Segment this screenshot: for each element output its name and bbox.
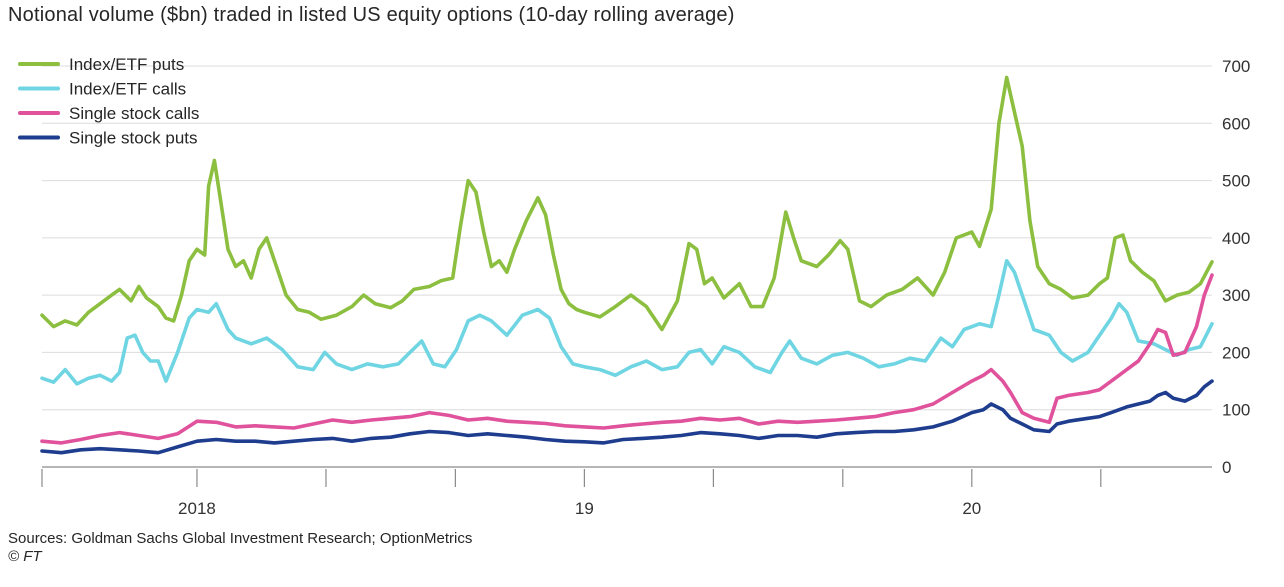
- series-line-single-stock-puts: [40, 379, 1214, 455]
- series-line-index-etf-puts: [40, 75, 1214, 332]
- y-tick-label: 400: [1222, 229, 1250, 248]
- x-tick-label: 19: [575, 499, 594, 518]
- y-tick-label: 600: [1222, 114, 1250, 133]
- y-tick-label: 0: [1222, 458, 1231, 477]
- source-note: Sources: Goldman Sachs Global Investment…: [8, 530, 473, 547]
- y-axis-tick-labels: 0 100 200 300 400 500 600 700: [1222, 57, 1250, 477]
- y-tick-label: 200: [1222, 343, 1250, 362]
- y-tick-label: 500: [1222, 172, 1250, 191]
- legend-label: Single stock calls: [69, 104, 199, 123]
- legend-label: Index/ETF calls: [69, 80, 186, 99]
- legend: Index/ETF puts Index/ETF calls Single stoc…: [18, 55, 199, 148]
- y-tick-label: 700: [1222, 57, 1250, 76]
- series-line-index-etf-calls: [40, 259, 1214, 386]
- chart-title: Notional volume ($bn) traded in listed U…: [8, 4, 735, 26]
- legend-label: Single stock puts: [69, 129, 198, 148]
- x-tick-label: 2018: [178, 499, 216, 518]
- x-axis: 2018 19 20: [41, 469, 1102, 518]
- series-lines: [40, 75, 1214, 455]
- y-tick-label: 300: [1222, 286, 1250, 305]
- legend-label: Index/ETF puts: [69, 55, 184, 74]
- x-tick-label: 20: [962, 499, 981, 518]
- copyright-note: © FT: [8, 548, 42, 565]
- y-tick-label: 100: [1222, 401, 1250, 420]
- series-line-single-stock-calls: [40, 273, 1214, 445]
